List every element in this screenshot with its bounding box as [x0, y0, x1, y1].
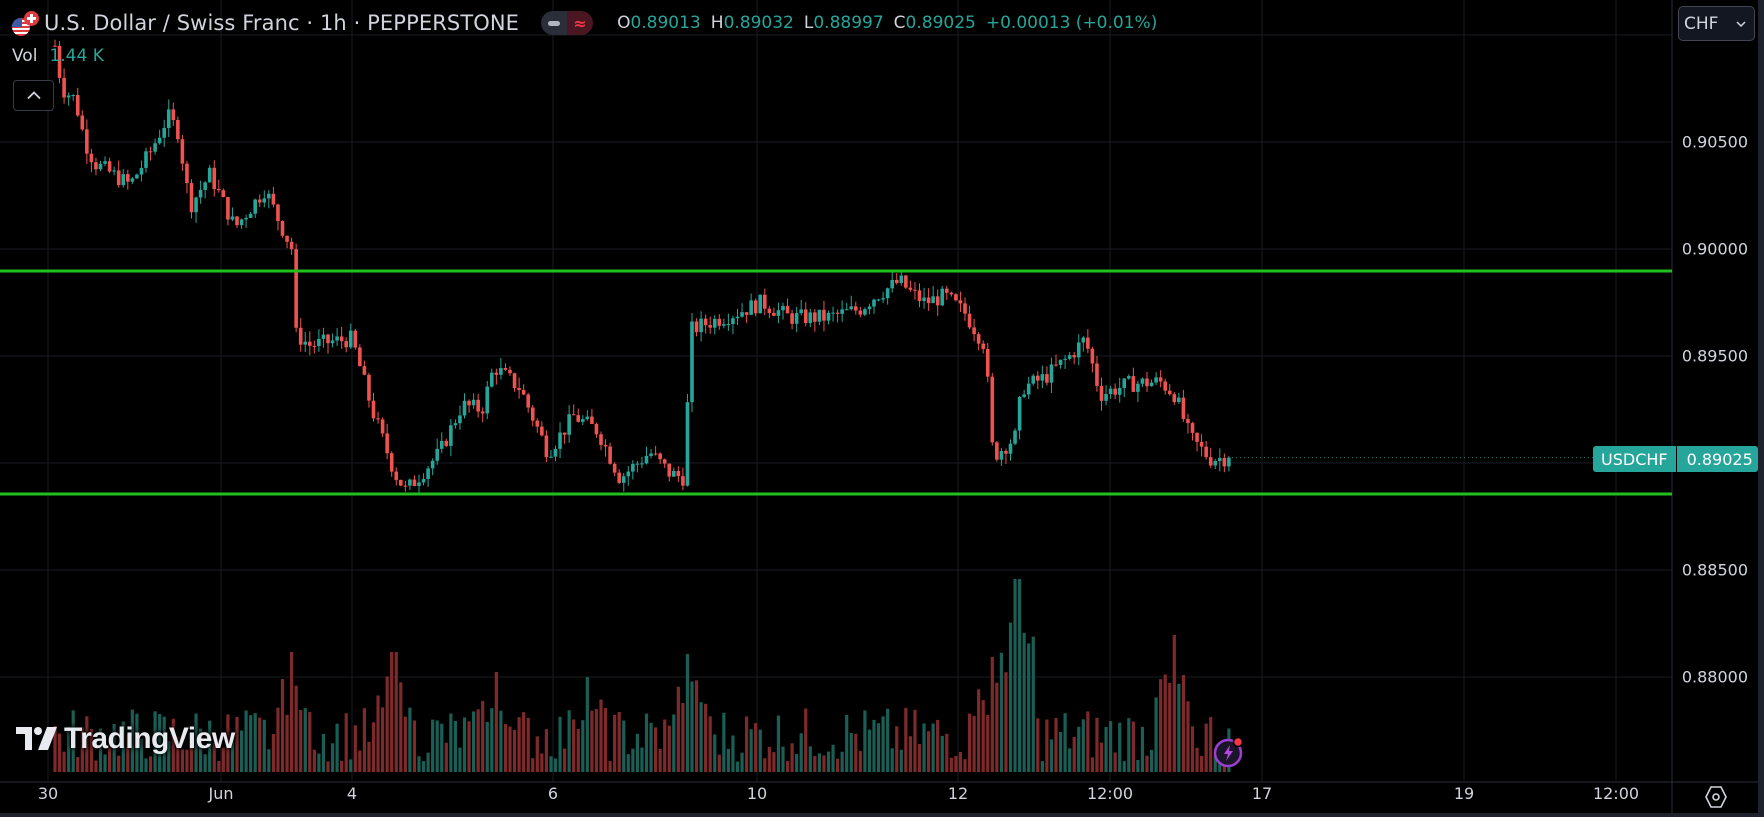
minus-icon[interactable]	[541, 11, 568, 35]
chart-settings-button[interactable]	[1702, 784, 1730, 810]
price-axis-label: 0.90500	[1681, 132, 1748, 152]
flash-button[interactable]	[1213, 736, 1245, 768]
settings-hexagon-icon	[1705, 786, 1727, 808]
time-axis-label: 12	[947, 784, 969, 803]
price-axis-label: 0.89500	[1681, 346, 1748, 366]
time-axis-label: 17	[1251, 784, 1273, 803]
time-axis-label: 30	[37, 784, 59, 803]
time-axis-label: 10	[746, 784, 768, 803]
time-axis-label: 4	[346, 784, 358, 803]
price-axis-label: 0.88500	[1681, 560, 1748, 580]
volume-label[interactable]: Vol	[12, 46, 38, 66]
last-price-tag: USDCHF 0.89025	[1593, 446, 1758, 472]
open-value: 0.89013	[630, 13, 701, 33]
legend-actions[interactable]: ≈	[541, 11, 594, 35]
open-key: O	[617, 13, 631, 33]
currency-selector[interactable]: CHF	[1678, 6, 1755, 41]
collapse-legend-button[interactable]	[13, 80, 54, 111]
tradingview-logo-icon	[16, 727, 57, 750]
currency-value: CHF	[1684, 13, 1719, 34]
last-price-value: 0.89025	[1676, 446, 1758, 472]
time-axis-label: Jun	[208, 784, 234, 803]
chevron-down-icon	[1736, 20, 1746, 27]
close-value: 0.89025	[905, 13, 976, 33]
low-value: 0.88997	[813, 13, 884, 33]
brand-name: TradingView	[64, 722, 235, 755]
lightning-icon	[1213, 736, 1244, 768]
price-axis-label: 0.88000	[1681, 667, 1748, 687]
time-axis-label: 12:00	[1592, 784, 1640, 803]
price-axis-label: 0.90000	[1681, 239, 1748, 259]
time-axis-label: 12:00	[1086, 784, 1134, 803]
tradingview-logo[interactable]: TradingView	[16, 722, 235, 756]
volume-value: 1.44 K	[49, 46, 104, 66]
volume-legend: Vol 1.44 K	[12, 46, 104, 66]
approx-icon[interactable]: ≈	[567, 11, 594, 35]
symbol-legend: U.S. Dollar / Swiss Franc · 1h · PEPPERS…	[12, 8, 1157, 38]
time-axis-label: 6	[547, 784, 559, 803]
chevron-up-icon	[26, 91, 41, 100]
close-key: C	[893, 13, 906, 33]
usd-chf-flag-icon	[12, 10, 40, 36]
symbol-title[interactable]: U.S. Dollar / Swiss Franc · 1h · PEPPERS…	[44, 11, 520, 35]
time-axis-label: 19	[1453, 784, 1475, 803]
ohlc-values: O0.89013 H0.89032 L0.88997 C0.89025 +0.0…	[617, 13, 1157, 33]
change-value: +0.00013 (+0.01%)	[985, 13, 1158, 33]
low-key: L	[803, 13, 814, 33]
high-key: H	[710, 13, 724, 33]
last-price-symbol: USDCHF	[1593, 446, 1676, 472]
high-value: 0.89032	[723, 13, 794, 33]
